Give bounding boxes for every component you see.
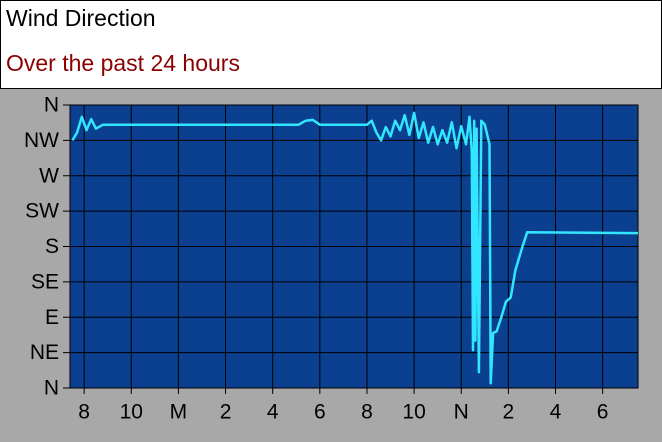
x-tick-label: 4 (267, 401, 279, 424)
x-tick-label: 6 (314, 401, 326, 424)
y-tick-label: NW (24, 129, 59, 152)
x-tick-label: 6 (597, 401, 609, 424)
x-tick-label: M (170, 401, 188, 424)
chart-title: Wind Direction (6, 5, 156, 31)
y-tick-label: NE (30, 341, 59, 364)
y-tick-label: N (44, 377, 59, 400)
y-tick-label: S (45, 235, 59, 258)
x-tick-label: 2 (220, 401, 232, 424)
y-tick-label: E (45, 306, 59, 329)
x-tick-label: 2 (503, 401, 515, 424)
x-tick-label: 10 (402, 401, 425, 424)
header (0, 0, 662, 89)
x-tick-label: 8 (361, 401, 373, 424)
x-tick-label: 10 (120, 401, 143, 424)
y-tick-label: N (44, 94, 59, 117)
data-line (71, 111, 639, 385)
chart-subtitle: Over the past 24 hours (6, 50, 240, 76)
x-tick-label: N (454, 401, 469, 424)
y-tick-label: SE (31, 270, 59, 293)
x-tick-label: 8 (78, 401, 90, 424)
y-tick-label: W (39, 164, 59, 187)
x-tick-label: 4 (550, 401, 562, 424)
y-tick-label: SW (25, 200, 59, 223)
